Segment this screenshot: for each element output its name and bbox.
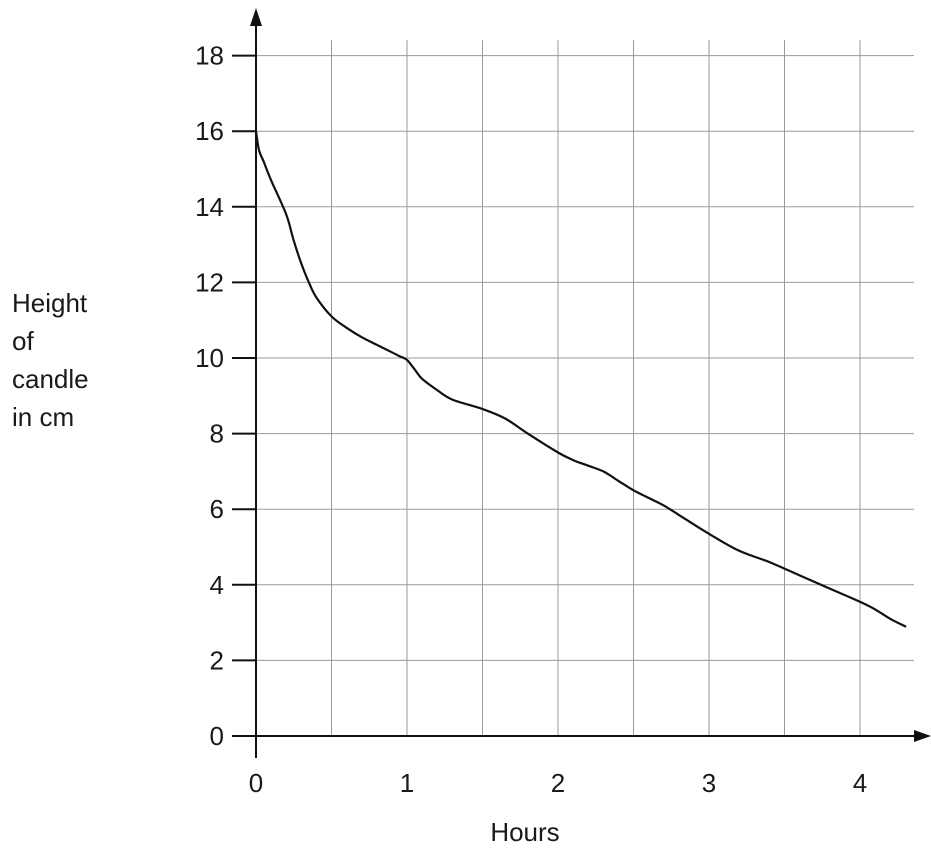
x-tick-label: 4 <box>853 768 867 798</box>
y-tick-label: 18 <box>195 41 224 71</box>
y-tick-label: 14 <box>195 192 224 222</box>
y-tick-label: 8 <box>210 419 224 449</box>
y-tick-label: 10 <box>195 343 224 373</box>
x-tick-label: 2 <box>551 768 565 798</box>
y-tick-label: 2 <box>210 645 224 675</box>
x-axis-title: Hours <box>490 817 559 847</box>
y-axis-title-line: candle <box>12 364 89 394</box>
x-tick-label: 0 <box>249 768 263 798</box>
y-axis-title-line: in cm <box>12 402 74 432</box>
y-axis-title-line: Height <box>12 288 88 318</box>
y-tick-label: 0 <box>210 721 224 751</box>
y-tick-label: 6 <box>210 494 224 524</box>
x-tick-label: 3 <box>702 768 716 798</box>
y-tick-label: 4 <box>210 570 224 600</box>
grid <box>256 40 914 736</box>
y-tick-label: 12 <box>195 267 224 297</box>
x-axis-arrow <box>914 730 931 742</box>
x-tick-labels: 0 1 2 3 4 <box>249 768 867 798</box>
y-axis-title-line: of <box>12 326 34 356</box>
series-line <box>254 130 907 628</box>
x-tick-label: 1 <box>400 768 414 798</box>
axes <box>232 8 931 758</box>
y-axis-title: Height of candle in cm <box>12 288 89 432</box>
y-axis-arrow <box>250 8 262 26</box>
y-tick-label: 16 <box>195 116 224 146</box>
y-tick-labels: 0 2 4 6 8 10 12 14 16 18 <box>195 41 256 751</box>
